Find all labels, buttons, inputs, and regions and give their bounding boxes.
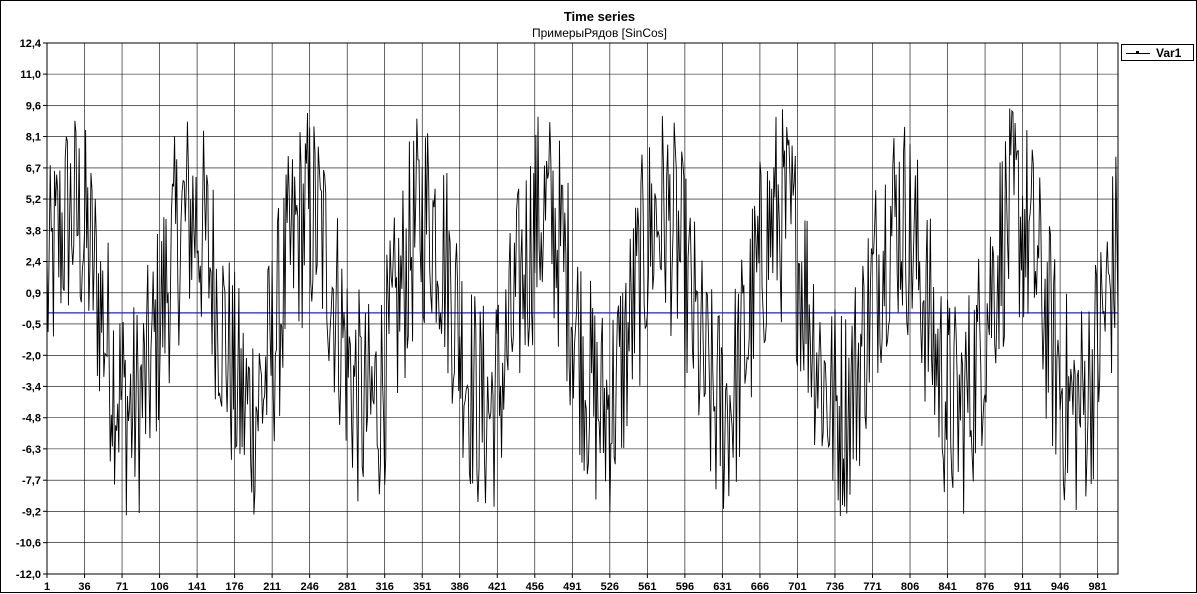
chart-subtitle: ПримерыРядов [SinCos]	[531, 26, 668, 40]
legend: Var1	[1121, 44, 1194, 61]
y-tick-label: -9,2	[22, 506, 41, 518]
x-tick-label: 421	[488, 581, 506, 593]
y-tick-label: -12,0	[16, 569, 41, 581]
y-tick-label: 5,2	[26, 194, 41, 206]
x-tick-label: 176	[225, 581, 243, 593]
y-tick-label: -10,6	[16, 538, 41, 550]
y-tick-label: 6,7	[26, 163, 41, 175]
x-tick-label: 631	[713, 581, 731, 593]
x-tick-label: 911	[1014, 581, 1032, 593]
x-tick-label: 246	[300, 581, 318, 593]
x-tick-label: 806	[901, 581, 919, 593]
x-tick-label: 211	[263, 581, 281, 593]
x-tick-label: 946	[1051, 581, 1069, 593]
x-tick-label: 491	[563, 581, 581, 593]
y-tick-label: 3,8	[26, 225, 41, 237]
x-tick-label: 386	[451, 581, 469, 593]
y-tick-label: -4,8	[22, 413, 41, 425]
x-tick-label: 316	[376, 581, 394, 593]
x-tick-label: 666	[751, 581, 769, 593]
x-tick-label: 876	[976, 581, 994, 593]
x-tick-label: 701	[788, 581, 806, 593]
x-tick-label: 841	[938, 581, 956, 593]
x-tick-label: 736	[826, 581, 844, 593]
y-tick-label: 11,0	[20, 69, 41, 81]
y-tick-label: 8,1	[26, 132, 41, 144]
x-tick-label: 981	[1088, 581, 1106, 593]
y-tick-label: 12,4	[20, 38, 42, 50]
x-tick-label: 561	[638, 581, 656, 593]
y-tick-label: -2,0	[22, 350, 41, 362]
legend-marker	[1136, 51, 1139, 54]
x-tick-label: 596	[676, 581, 694, 593]
x-tick-label: 456	[526, 581, 544, 593]
x-tick-label: 106	[150, 581, 168, 593]
x-tick-label: 526	[601, 581, 619, 593]
chart-title: Time series	[563, 9, 636, 24]
series-line-var1	[46, 108, 1119, 517]
y-tick-label: -7,7	[22, 475, 41, 487]
x-tick-label: 141	[188, 581, 206, 593]
x-tick-label: 351	[413, 581, 431, 593]
y-tick-label: -0,5	[22, 319, 41, 331]
y-tick-label: -3,4	[22, 381, 42, 393]
y-axis: 12,4 11,0 9,6 8,1 6,7 5,2 3,8 2,4 0,9 -0,5 -2,0 -3,…	[16, 38, 47, 581]
x-tick-label: 36	[78, 581, 90, 593]
x-tick-label: 71	[116, 581, 128, 593]
series-var1	[46, 108, 1119, 517]
x-tick-label: 771	[863, 581, 881, 593]
y-tick-label: 2,4	[26, 256, 42, 268]
y-tick-label: 0,9	[26, 288, 41, 300]
x-tick-label: 281	[338, 581, 356, 593]
x-axis: 1 36 71 106 141 176 211 246 281 316 351 386 421 456 49…	[44, 574, 1107, 593]
grid	[46, 42, 1118, 575]
plot-frame	[46, 42, 1119, 575]
x-tick-label: 1	[44, 581, 50, 593]
legend-label-var1: Var1	[1156, 46, 1182, 60]
y-tick-label: 9,6	[26, 100, 41, 112]
y-tick-label: -6,3	[22, 444, 41, 456]
